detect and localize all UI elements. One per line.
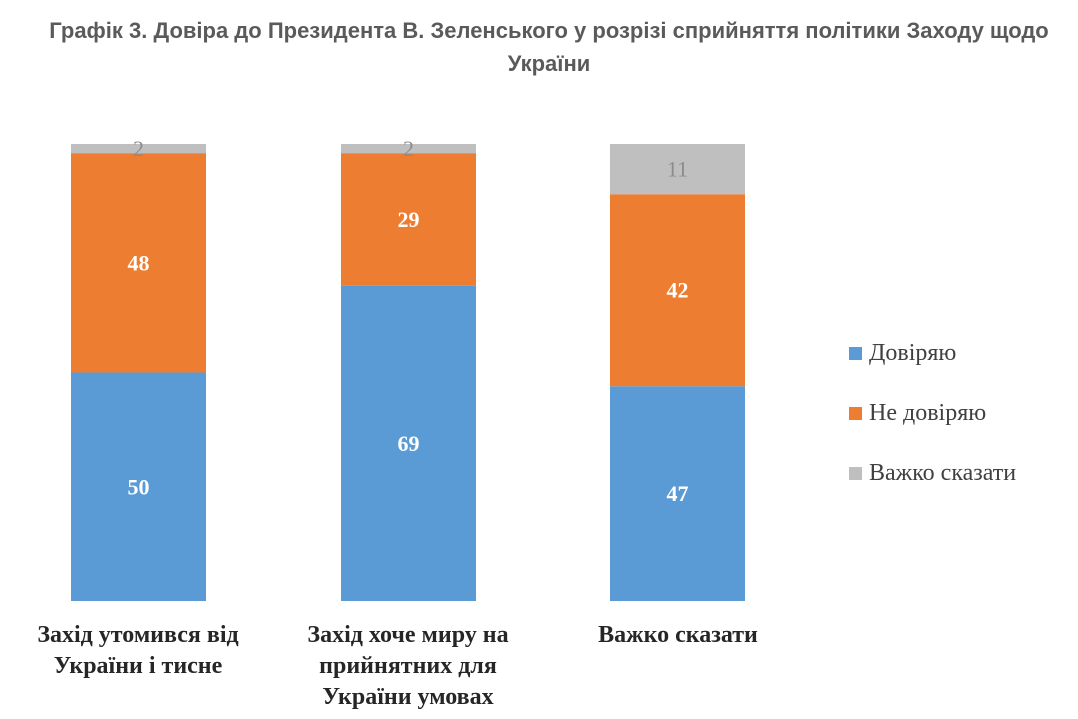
bar-distrust-1: [71, 153, 206, 373]
data-label-hard-to-say-1: 2: [133, 136, 144, 161]
data-label-trust-2: 69: [398, 431, 420, 456]
bar-hard-to-say-3: [610, 144, 745, 195]
legend-label-trust: Довіряю: [869, 340, 957, 366]
chart-title: Графік 3. Довіра до Президента В. Зеленс…: [49, 18, 1049, 76]
legend-label-distrust: Не довіряю: [869, 400, 987, 426]
data-label-hard-to-say-2: 2: [403, 136, 414, 161]
data-label-trust-3: 47: [667, 481, 689, 506]
bar-trust-2: [341, 285, 476, 601]
data-label-distrust-3: 42: [667, 278, 689, 303]
legend-label-hard-to-say: Важко сказати: [869, 460, 1017, 486]
bar-distrust-2: [341, 153, 476, 286]
data-label-trust-1: 50: [128, 474, 150, 499]
data-label-hard-to-say-3: 11: [667, 157, 688, 182]
category-label-3: Важко сказати: [598, 622, 758, 648]
bar-hard-to-say-2: [341, 144, 476, 154]
legend-swatch-hard-to-say: [849, 467, 862, 480]
legend-swatch-trust: [849, 347, 862, 360]
legend-swatch-distrust: [849, 407, 862, 420]
data-label-distrust-2: 29: [398, 207, 420, 232]
category-label-1: Захід утомився від України і тисне: [37, 622, 239, 679]
bar-trust-1: [71, 372, 206, 601]
bar-distrust-3: [610, 194, 745, 387]
bar-trust-3: [610, 386, 745, 601]
bar-hard-to-say-1: [71, 144, 206, 154]
category-label-2: Захід хоче миру на прийнятних для Україн…: [307, 622, 509, 710]
data-label-distrust-1: 48: [128, 250, 150, 275]
